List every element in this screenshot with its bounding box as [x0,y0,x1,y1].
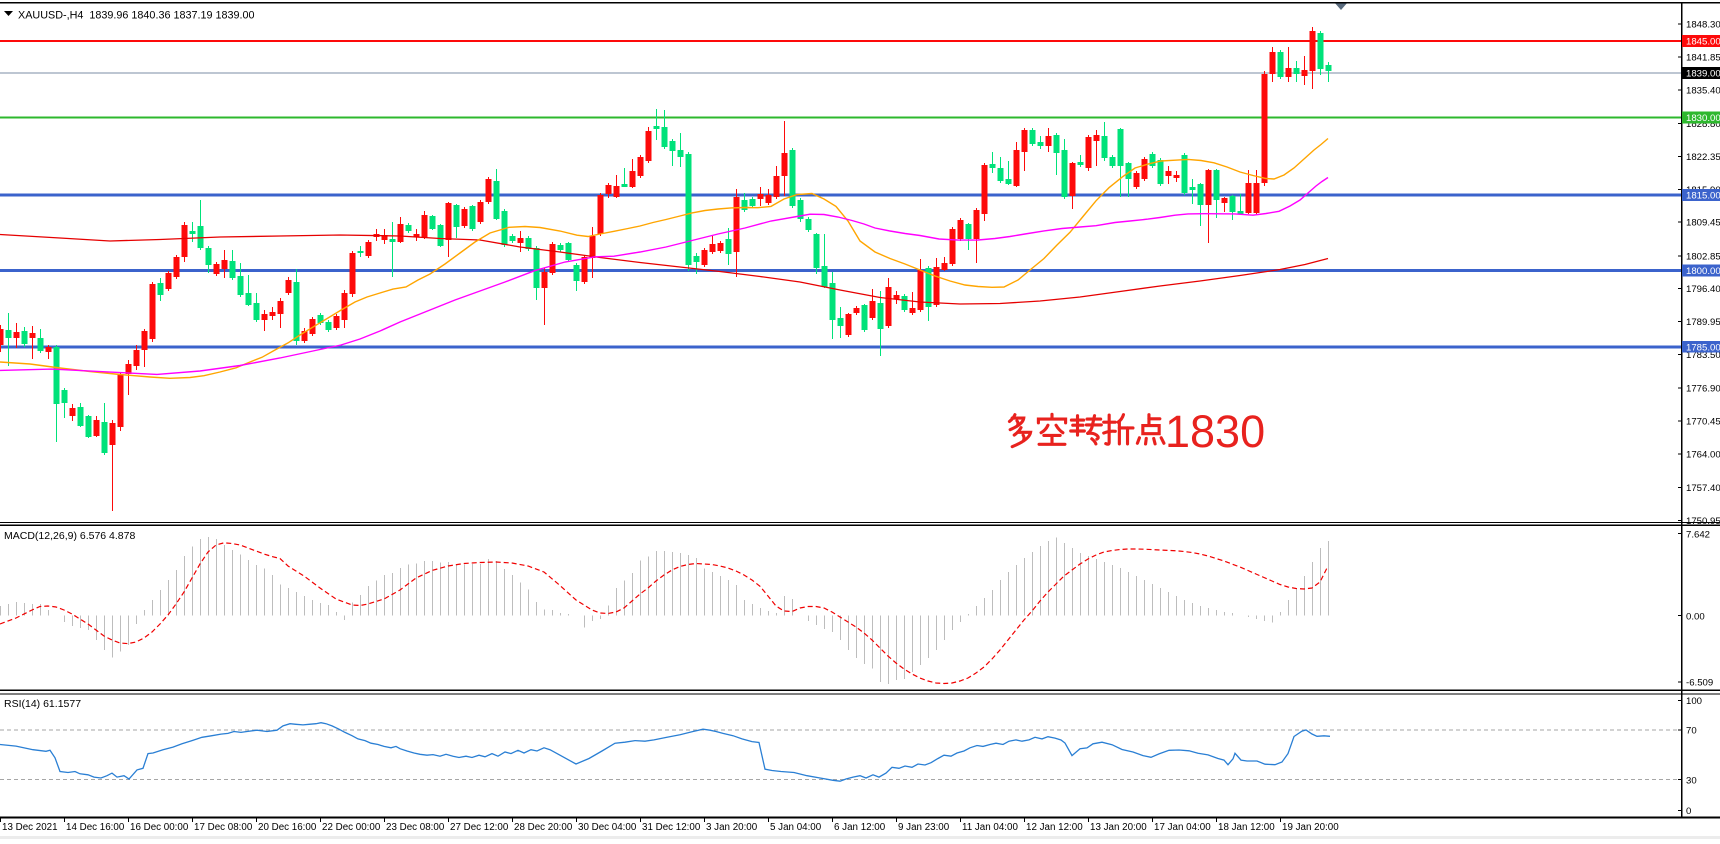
svg-text:1809.45: 1809.45 [1686,218,1720,229]
svg-text:19 Jan 20:00: 19 Jan 20:00 [1282,822,1339,833]
svg-text:1789.95: 1789.95 [1686,317,1720,328]
svg-text:6 Jan 12:00: 6 Jan 12:00 [834,822,886,833]
svg-text:22 Dec 00:00: 22 Dec 00:00 [322,822,381,833]
svg-text:18 Jan 12:00: 18 Jan 12:00 [1218,822,1275,833]
svg-text:0.00: 0.00 [1686,612,1705,623]
svg-text:1848.30: 1848.30 [1686,20,1720,31]
svg-text:27 Dec 12:00: 27 Dec 12:00 [450,822,509,833]
svg-text:17 Dec 08:00: 17 Dec 08:00 [194,822,253,833]
svg-text:1776.90: 1776.90 [1686,384,1720,395]
svg-text:31 Dec 12:00: 31 Dec 12:00 [642,822,701,833]
svg-text:11 Jan 04:00: 11 Jan 04:00 [962,822,1018,833]
svg-text:-6.509: -6.509 [1686,678,1713,689]
svg-text:RSI(14) 61.1577: RSI(14) 61.1577 [4,698,81,710]
svg-text:16 Dec 00:00: 16 Dec 00:00 [130,822,189,833]
svg-text:1835.40: 1835.40 [1686,85,1720,96]
svg-text:12 Jan 12:00: 12 Jan 12:00 [1026,822,1083,833]
svg-text:1845.00: 1845.00 [1686,37,1720,48]
svg-text:MACD(12,26,9) 6.576 4.878: MACD(12,26,9) 6.576 4.878 [4,530,135,542]
svg-text:23 Dec 08:00: 23 Dec 08:00 [386,822,445,833]
svg-text:100: 100 [1686,696,1702,707]
svg-text:1750.95: 1750.95 [1686,516,1720,527]
svg-text:1841.85: 1841.85 [1686,53,1720,64]
svg-text:70: 70 [1686,726,1697,737]
svg-text:20 Dec 16:00: 20 Dec 16:00 [258,822,317,833]
svg-text:1822.35: 1822.35 [1686,152,1720,163]
svg-text:9 Jan 23:00: 9 Jan 23:00 [898,822,950,833]
svg-text:1839.00: 1839.00 [1686,69,1720,80]
svg-text:13 Dec 2021: 13 Dec 2021 [2,822,58,833]
svg-text:30: 30 [1686,776,1697,787]
svg-text:1815.00: 1815.00 [1686,191,1720,202]
svg-text:5 Jan 04:00: 5 Jan 04:00 [770,822,822,833]
svg-text:17 Jan 04:00: 17 Jan 04:00 [1154,822,1211,833]
svg-text:1785.00: 1785.00 [1686,342,1720,353]
svg-text:1764.00: 1764.00 [1686,449,1720,460]
svg-text:30 Dec 04:00: 30 Dec 04:00 [578,822,637,833]
svg-text:XAUUSD-,H4 1839.96 1840.36 18: XAUUSD-,H4 1839.96 1840.36 1837.19 1839.… [18,10,255,22]
svg-text:1800.00: 1800.00 [1686,266,1720,277]
svg-text:3 Jan 20:00: 3 Jan 20:00 [706,822,758,833]
svg-text:1802.85: 1802.85 [1686,251,1720,262]
svg-text:1770.45: 1770.45 [1686,417,1720,428]
svg-text:7.642: 7.642 [1686,529,1710,540]
svg-text:28 Dec 20:00: 28 Dec 20:00 [514,822,573,833]
svg-text:14 Dec 16:00: 14 Dec 16:00 [66,822,125,833]
svg-text:1783.50: 1783.50 [1686,350,1720,361]
svg-text:1830.00: 1830.00 [1686,113,1720,124]
svg-text:1828.80: 1828.80 [1686,119,1720,130]
svg-text:1796.40: 1796.40 [1686,284,1720,295]
svg-text:1830: 1830 [1165,406,1265,457]
svg-text:1757.40: 1757.40 [1686,483,1720,494]
svg-text:13 Jan 20:00: 13 Jan 20:00 [1090,822,1147,833]
svg-text:0: 0 [1686,806,1691,817]
